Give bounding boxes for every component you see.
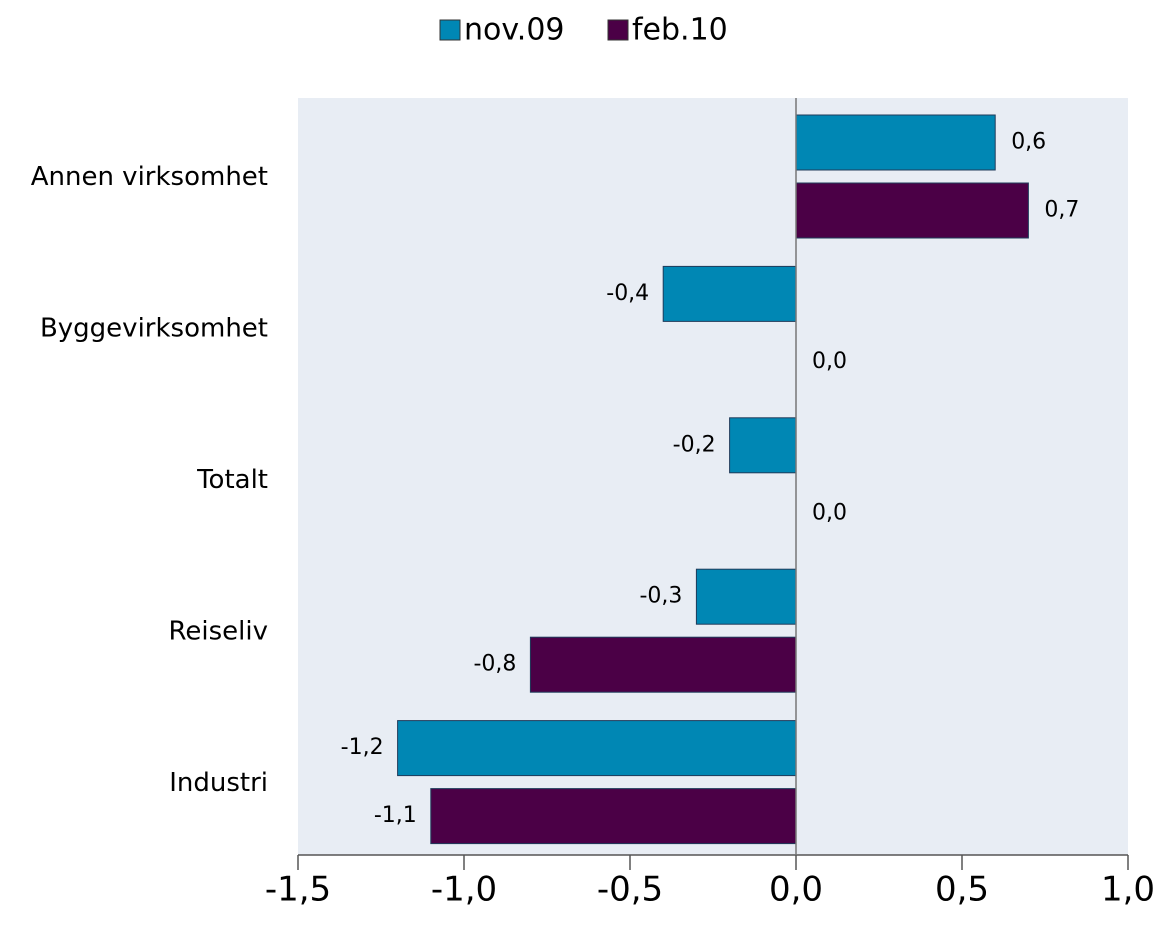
bar	[695, 568, 797, 625]
legend-swatch	[439, 19, 461, 41]
value-label: -1,1	[374, 803, 417, 828]
value-label: 0,0	[812, 349, 847, 374]
value-label: -0,8	[473, 652, 516, 677]
value-label: 0,7	[1044, 198, 1079, 223]
bar	[529, 636, 797, 693]
y-tick-label: Reiseliv	[169, 616, 269, 646]
value-label: -1,2	[341, 735, 384, 760]
y-tick-label: Totalt	[196, 465, 268, 495]
value-label: -0,2	[673, 432, 716, 457]
bar	[662, 265, 797, 322]
legend-label: nov.09	[464, 13, 565, 48]
y-tick-label: Annen virksomhet	[31, 162, 268, 192]
x-tick-label: -1,5	[265, 870, 331, 910]
y-tick-label: Industri	[169, 768, 268, 798]
x-tick-label: 1,0	[1101, 870, 1155, 910]
value-label: 0,6	[1011, 130, 1046, 155]
value-label: 0,0	[812, 500, 847, 525]
x-tick-label: 0,0	[769, 870, 823, 910]
value-label: -0,4	[606, 281, 649, 306]
x-tick-label: -0,5	[597, 870, 663, 910]
bar	[397, 720, 797, 777]
y-tick-label: Byggevirksomhet	[40, 314, 268, 344]
bar	[430, 788, 797, 845]
bar	[795, 182, 1029, 239]
x-tick-label: -1,0	[431, 870, 497, 910]
legend-label: feb.10	[632, 13, 728, 48]
x-tick-label: 0,5	[935, 870, 989, 910]
bar	[729, 417, 797, 474]
legend-swatch	[607, 19, 629, 41]
bar	[795, 114, 996, 171]
value-label: -0,3	[639, 584, 682, 609]
